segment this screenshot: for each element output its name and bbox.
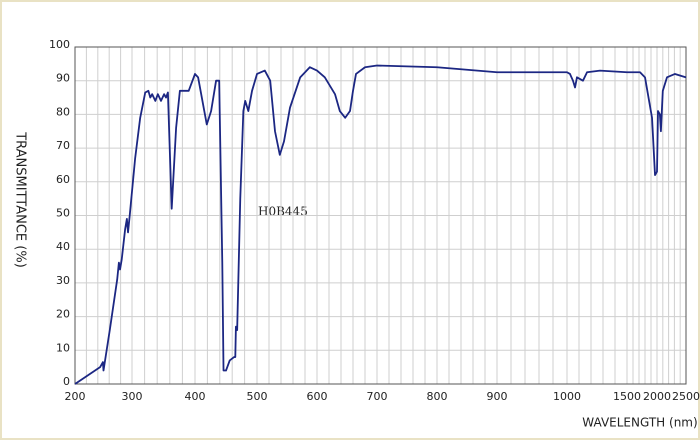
- x-tick-label: 600: [307, 390, 328, 403]
- y-tick-label: 50: [56, 207, 70, 220]
- plot-border: [74, 46, 687, 385]
- x-tick-label: 700: [367, 390, 388, 403]
- annotation: H0B445: [258, 205, 308, 219]
- y-tick-label: 100: [49, 38, 70, 51]
- x-tick-label: 1500: [613, 390, 641, 403]
- x-tick-label: 400: [185, 390, 206, 403]
- x-tick-label: 200: [65, 390, 86, 403]
- y-tick-label: 20: [56, 308, 70, 321]
- x-axis-label: WAVELENGTH (nm): [582, 416, 697, 430]
- x-tick-label: 800: [427, 390, 448, 403]
- x-tick-label: 2500: [672, 390, 700, 403]
- y-tick-label: 0: [63, 375, 70, 388]
- y-tick-label: 10: [56, 341, 70, 354]
- y-tick-label: 80: [56, 105, 70, 118]
- x-tick-label: 900: [487, 390, 508, 403]
- x-tick-label: 500: [247, 390, 268, 403]
- y-axis-label: TRANSMITTANCE (%): [13, 131, 28, 268]
- x-tick-label: 300: [122, 390, 143, 403]
- y-tick-label: 30: [56, 274, 70, 287]
- y-tick-label: 40: [56, 240, 70, 253]
- y-tick-label: 70: [56, 139, 70, 152]
- x-tick-label: 1000: [553, 390, 581, 403]
- y-tick-label: 90: [56, 72, 70, 85]
- y-tick-label: 60: [56, 173, 70, 186]
- transmittance-line: [74, 64, 687, 385]
- x-tick-label: 2000: [643, 390, 671, 403]
